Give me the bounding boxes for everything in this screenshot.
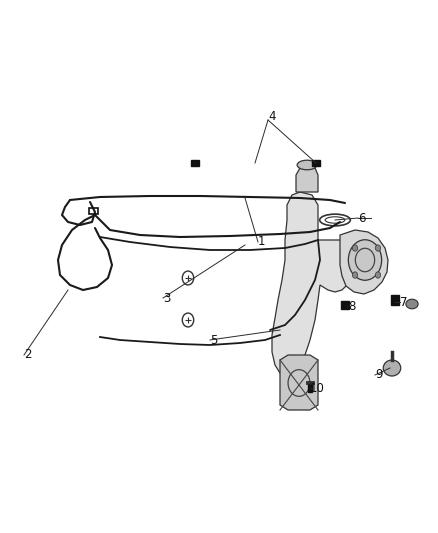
Text: 8: 8 — [348, 301, 355, 313]
Bar — [89, 208, 98, 214]
Bar — [342, 301, 350, 309]
Text: 5: 5 — [210, 334, 217, 346]
Bar — [308, 383, 312, 392]
Circle shape — [353, 272, 358, 278]
Text: 2: 2 — [24, 349, 32, 361]
Text: 9: 9 — [375, 368, 382, 382]
Ellipse shape — [297, 160, 317, 170]
Polygon shape — [340, 230, 388, 294]
Bar — [312, 160, 319, 166]
Circle shape — [353, 245, 358, 251]
Text: 6: 6 — [358, 212, 365, 224]
Text: 1: 1 — [258, 236, 265, 248]
Text: 3: 3 — [163, 292, 170, 304]
Bar — [306, 381, 314, 384]
Text: 7: 7 — [400, 295, 407, 309]
Text: 4: 4 — [268, 110, 276, 124]
Circle shape — [375, 272, 381, 278]
Circle shape — [375, 245, 381, 251]
Ellipse shape — [383, 360, 401, 376]
Ellipse shape — [406, 299, 418, 309]
Bar — [191, 160, 198, 166]
Bar — [392, 295, 399, 305]
Polygon shape — [296, 165, 318, 192]
Text: 10: 10 — [310, 382, 325, 394]
Polygon shape — [272, 192, 355, 375]
Circle shape — [348, 240, 381, 280]
Polygon shape — [280, 355, 318, 410]
